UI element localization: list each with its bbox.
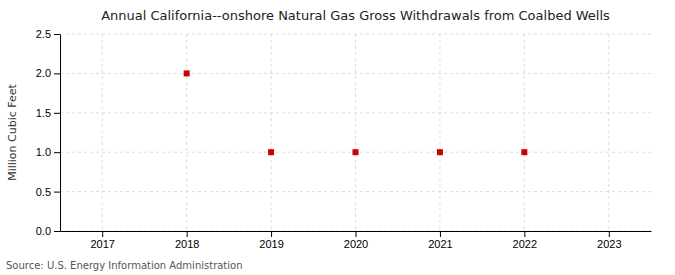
tick: 2018 (175, 231, 199, 250)
tick-mark (54, 192, 60, 193)
tick-mark (54, 34, 60, 35)
tick-label: 0.0 (36, 225, 51, 237)
x-axis: 2017 2018 2019 2020 2021 2022 2023 (61, 231, 652, 250)
grid (60, 34, 651, 231)
tick-mark (54, 73, 60, 74)
tick: 1.0 (36, 146, 60, 158)
tick-mark (609, 231, 610, 237)
tick: 2020 (344, 231, 368, 250)
grid-line (355, 34, 356, 231)
point (353, 149, 359, 155)
tick-label: 1.5 (36, 107, 51, 119)
tick-mark (356, 231, 357, 237)
plot: 2017 2018 2019 2020 2021 2022 2023 0.0 0.5 1.0 1.5… (36, 28, 652, 250)
y-axis-label: Million Cubic Feet (6, 83, 19, 180)
grid-line (102, 34, 103, 231)
tick: 0.5 (36, 186, 60, 198)
tick: 2017 (90, 231, 114, 250)
grid-line (608, 34, 609, 231)
grid-line (524, 34, 525, 231)
tick-label: 2019 (259, 238, 283, 250)
tick-mark (271, 231, 272, 237)
tick-label: 1.0 (36, 146, 51, 158)
point (437, 149, 443, 155)
tick: 0.0 (36, 225, 60, 237)
tick: 2.0 (36, 67, 60, 79)
axis-line (60, 35, 61, 232)
tick-mark (54, 152, 60, 153)
tick: 2023 (597, 231, 621, 250)
tick: 1.5 (36, 107, 60, 119)
tick: 2019 (259, 231, 283, 250)
tick-label: 2021 (428, 238, 452, 250)
point (268, 149, 274, 155)
tick: 2022 (513, 231, 537, 250)
tick-mark (54, 113, 60, 114)
source: Source: U.S. Energy Information Administ… (6, 260, 243, 271)
grid-line (60, 73, 651, 74)
tick-label: 2020 (344, 238, 368, 250)
tick-mark (102, 231, 103, 237)
tick-label: 2.5 (36, 28, 51, 40)
tick-mark (54, 231, 60, 232)
tick-label: 2.0 (36, 67, 51, 79)
chart: 2017 2018 2019 2020 2021 2022 2023 0.0 0.5 1.0 1.5… (0, 0, 675, 275)
tick-mark (187, 231, 188, 237)
tick-label: 2018 (175, 238, 199, 250)
tick: 2.5 (36, 28, 60, 40)
points (184, 70, 528, 155)
tick-label: 0.5 (36, 186, 51, 198)
grid-line (186, 34, 187, 231)
tick-label: 2017 (90, 238, 114, 250)
tick-label: 2023 (597, 238, 621, 250)
point (521, 149, 527, 155)
point (184, 70, 190, 76)
tick-mark (524, 231, 525, 237)
tick: 2021 (428, 231, 452, 250)
y-axis: 0.0 0.5 1.0 1.5 2.0 2.5 (36, 28, 61, 237)
title: Annual California--onshore Natural Gas G… (101, 8, 610, 23)
grid-line (439, 34, 440, 231)
tick-label: 2022 (513, 238, 537, 250)
grid-line (271, 34, 272, 231)
tick-mark (440, 231, 441, 237)
